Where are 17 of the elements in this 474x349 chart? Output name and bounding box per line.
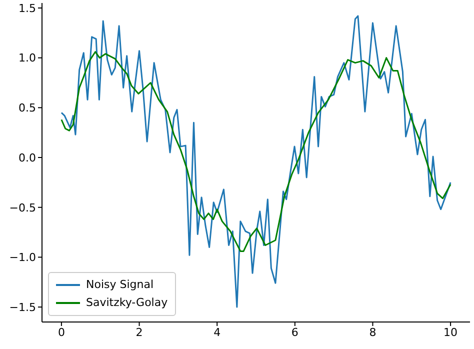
legend-label: Savitzky-Golay bbox=[86, 295, 168, 311]
y-tick-label: −1.0 bbox=[9, 251, 36, 264]
x-tick-label: 8 bbox=[369, 326, 376, 339]
y-tick-label: 1.5 bbox=[18, 2, 36, 15]
line-series bbox=[60, 15, 452, 308]
y-tick-label: −1.5 bbox=[9, 300, 36, 314]
y-tick-label: 0.0 bbox=[18, 151, 36, 164]
x-tick-label: 2 bbox=[136, 326, 143, 339]
x-tick-label: 6 bbox=[291, 326, 298, 339]
x-tick-label: 0 bbox=[58, 326, 65, 339]
legend-label: Noisy Signal bbox=[86, 277, 154, 293]
line-series bbox=[60, 51, 452, 252]
x-tick-label: 10 bbox=[444, 326, 458, 339]
y-tick-label: 0.5 bbox=[18, 102, 36, 115]
y-tick-label: −0.5 bbox=[9, 201, 36, 214]
y-tick-label: 1.0 bbox=[18, 52, 36, 65]
x-tick-label: 4 bbox=[214, 326, 221, 339]
